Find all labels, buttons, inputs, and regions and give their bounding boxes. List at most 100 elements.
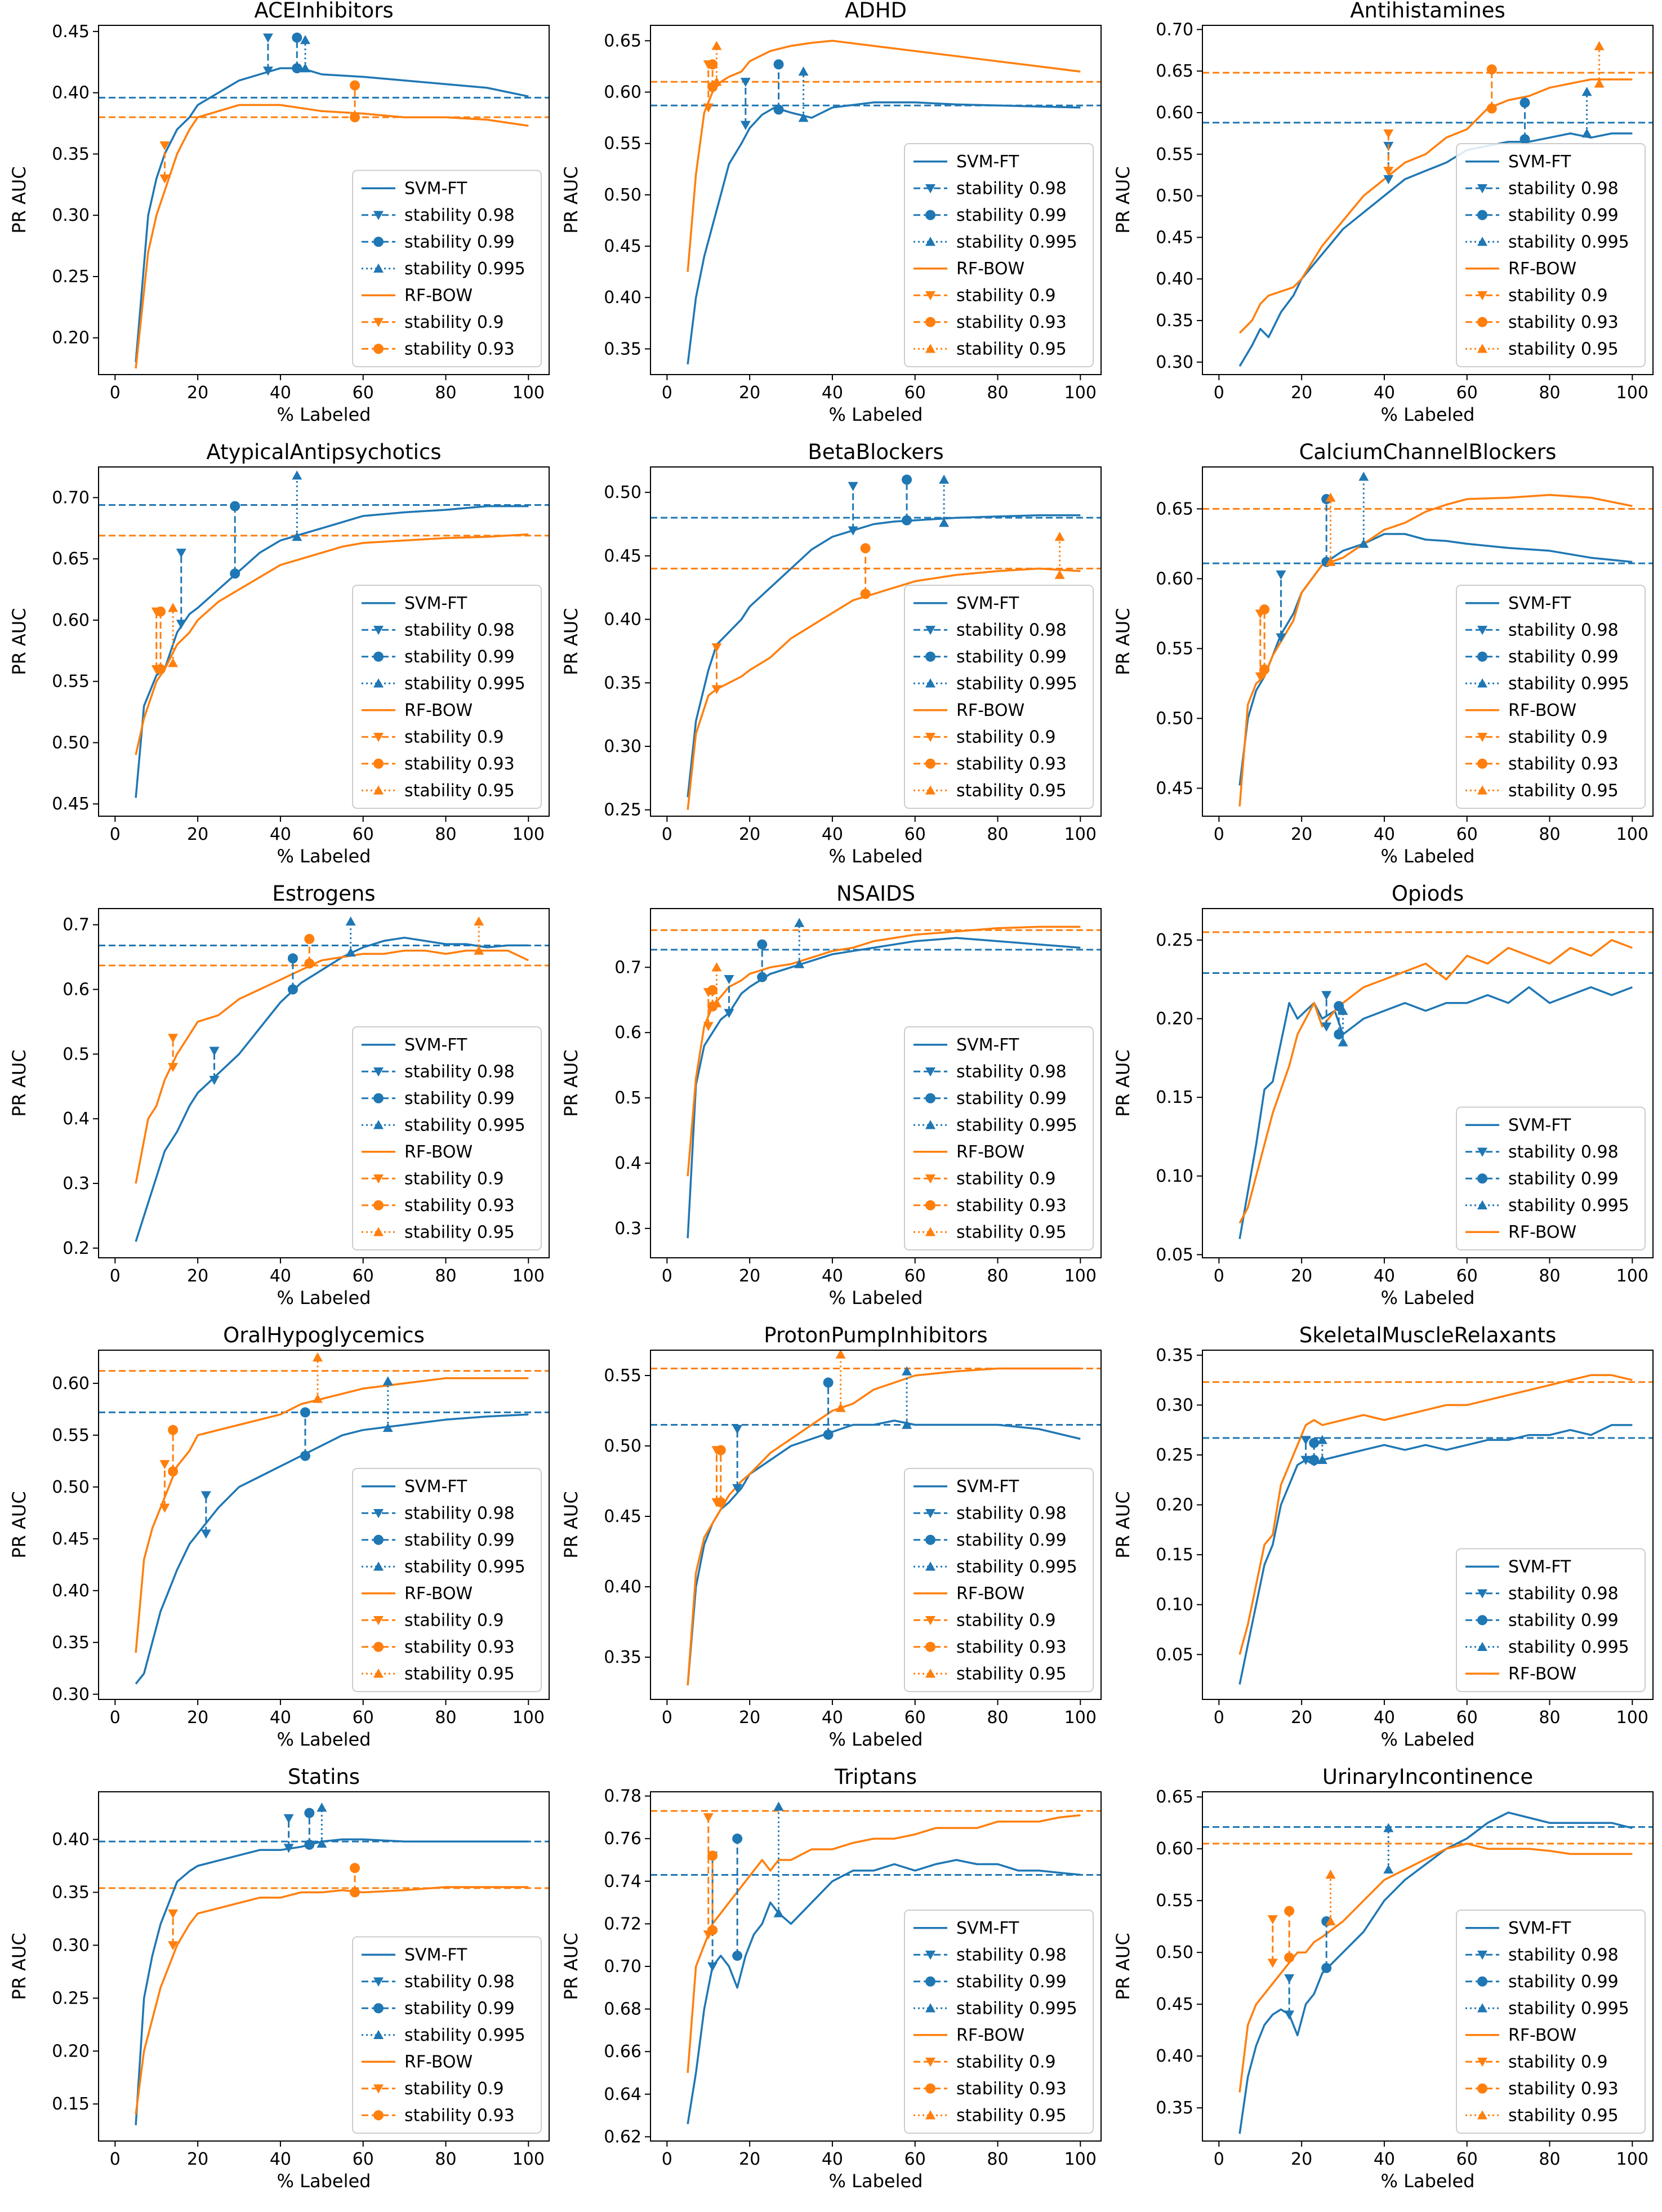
legend-marker xyxy=(373,1534,384,1545)
legend-marker xyxy=(373,1977,384,1987)
x-tick-label: 80 xyxy=(987,1266,1008,1286)
x-tick-label: 40 xyxy=(822,1708,843,1728)
x-tick-label: 40 xyxy=(1374,825,1395,844)
stability-marker-base xyxy=(1255,672,1266,682)
x-tick-label: 0 xyxy=(1214,1266,1224,1286)
legend-label: stability 0.995 xyxy=(1508,232,1629,252)
stability-marker-base xyxy=(287,984,298,995)
chart-panel-nsaids: NSAIDS 0 20 40 60 80 100 0.3 0.4 0.5 0.6 0.7 % Label… xyxy=(560,882,1102,1308)
legend-label: stability 0.995 xyxy=(956,1999,1077,2018)
stability-marker-top xyxy=(1594,41,1605,51)
legend-marker xyxy=(1477,733,1487,742)
stability-marker-top xyxy=(902,1366,912,1376)
y-tick-label: 0.35 xyxy=(604,673,641,693)
x-axis-label: % Labeled xyxy=(277,1287,371,1308)
x-tick-label: 100 xyxy=(513,2149,545,2169)
x-tick-label: 100 xyxy=(1064,1708,1097,1728)
legend-label: stability 0.93 xyxy=(404,754,515,774)
legend-marker xyxy=(925,184,935,194)
x-tick-label: 100 xyxy=(513,1708,545,1728)
stability-marker-base xyxy=(168,658,179,667)
y-tick-label: 0.50 xyxy=(604,185,641,205)
legend-marker xyxy=(373,1200,384,1210)
series-line-svm-ft xyxy=(135,67,529,363)
legend-box xyxy=(1456,1910,1646,2134)
legend-label: stability 0.93 xyxy=(956,2079,1067,2099)
legend-marker xyxy=(925,1200,935,1210)
plot-area xyxy=(650,1801,1101,2125)
y-axis-label: PR AUC xyxy=(8,1933,30,2000)
legend-box xyxy=(352,170,542,367)
legend-marker xyxy=(925,1120,935,1129)
legend-label: stability 0.99 xyxy=(404,1999,515,2018)
legend-label: RF-BOW xyxy=(404,286,473,305)
y-tick-label: 0.60 xyxy=(1156,103,1193,123)
legend-label: stability 0.99 xyxy=(956,1089,1067,1109)
legend-label: SVM-FT xyxy=(404,179,467,198)
legend-marker xyxy=(925,1093,935,1103)
stability-marker-top xyxy=(1300,1436,1311,1445)
y-tick-label: 0.70 xyxy=(604,1957,641,1977)
stability-marker-top xyxy=(474,916,484,926)
stability-marker-top xyxy=(860,543,871,554)
legend-label: stability 0.98 xyxy=(956,1503,1067,1523)
y-axis-label: PR AUC xyxy=(560,608,582,675)
series-line-svm-ft xyxy=(135,1838,529,2125)
legend-label: stability 0.95 xyxy=(956,781,1067,800)
plot-area xyxy=(99,470,549,798)
stability-marker-base xyxy=(382,1422,393,1432)
legend-marker xyxy=(925,1067,935,1077)
chart-title: Triptans xyxy=(834,1765,917,1789)
legend-box xyxy=(904,1468,1094,1692)
stability-marker-top xyxy=(168,1425,179,1435)
y-tick-label: 0.65 xyxy=(604,31,641,51)
legend-label: stability 0.93 xyxy=(1508,313,1619,332)
legend-marker xyxy=(1477,210,1487,220)
y-tick-label: 0.6 xyxy=(614,1023,641,1043)
x-tick-label: 0 xyxy=(1214,383,1224,403)
legend-marker xyxy=(925,1641,935,1652)
legend-marker xyxy=(373,1561,384,1571)
axes-frame xyxy=(1202,908,1654,1258)
legend-marker xyxy=(1477,758,1487,769)
stability-marker-top xyxy=(1267,1915,1278,1925)
y-tick-label: 0.30 xyxy=(1156,353,1193,372)
chart-panel-statins: Statins 0 20 40 60 80 100 0.15 0.20 0.25 0.30 0.35 0… xyxy=(8,1765,550,2192)
y-tick-label: 0.05 xyxy=(1156,1245,1193,1265)
legend-marker xyxy=(1477,1200,1487,1209)
stability-marker-top xyxy=(159,141,170,151)
stability-marker-base xyxy=(159,1503,170,1513)
stability-marker-base xyxy=(155,664,166,674)
legend-label: RF-BOW xyxy=(956,701,1024,720)
y-tick-label: 0.72 xyxy=(604,1914,641,1934)
y-tick-label: 0.55 xyxy=(604,1366,641,1386)
legend-label: stability 0.995 xyxy=(1508,1999,1629,2018)
x-tick-label: 40 xyxy=(822,825,843,844)
y-tick-label: 0.6 xyxy=(63,980,90,1000)
y-tick-label: 0.10 xyxy=(1156,1167,1193,1186)
x-tick-label: 20 xyxy=(187,825,208,844)
y-tick-label: 0.40 xyxy=(1156,2046,1193,2066)
legend-label: stability 0.95 xyxy=(956,1664,1067,1684)
stability-marker-top xyxy=(1383,1823,1394,1832)
legend-label: stability 0.99 xyxy=(956,206,1067,225)
x-tick-label: 80 xyxy=(1539,1266,1560,1286)
y-tick-label: 0.45 xyxy=(604,546,641,566)
y-axis-label: PR AUC xyxy=(8,1049,30,1116)
series-line-rf-bow xyxy=(135,1886,529,2115)
legend-label: stability 0.995 xyxy=(404,2026,525,2045)
chart-panel-protonpumpinhibitors: ProtonPumpInhibitors 0 20 40 60 80 100 0.35 0.40… xyxy=(560,1323,1102,1750)
stability-marker-top xyxy=(835,1350,846,1359)
legend-marker xyxy=(925,2110,935,2120)
chart-panel-adhd: ADHD 0 20 40 60 80 100 0.35 0.40 0.45 0.50 0.55 0.60… xyxy=(560,0,1102,425)
stability-marker-top xyxy=(1259,604,1270,615)
legend-label: stability 0.99 xyxy=(1508,1610,1619,1630)
x-tick-label: 40 xyxy=(1374,1266,1395,1286)
legend-label: stability 0.98 xyxy=(404,1503,515,1523)
x-tick-label: 80 xyxy=(987,825,1008,844)
x-tick-label: 80 xyxy=(987,1708,1008,1728)
y-tick-label: 0.25 xyxy=(1156,1445,1193,1465)
y-tick-label: 0.10 xyxy=(1156,1595,1193,1615)
y-tick-label: 0.65 xyxy=(1156,1787,1193,1807)
legend-marker xyxy=(373,758,384,769)
